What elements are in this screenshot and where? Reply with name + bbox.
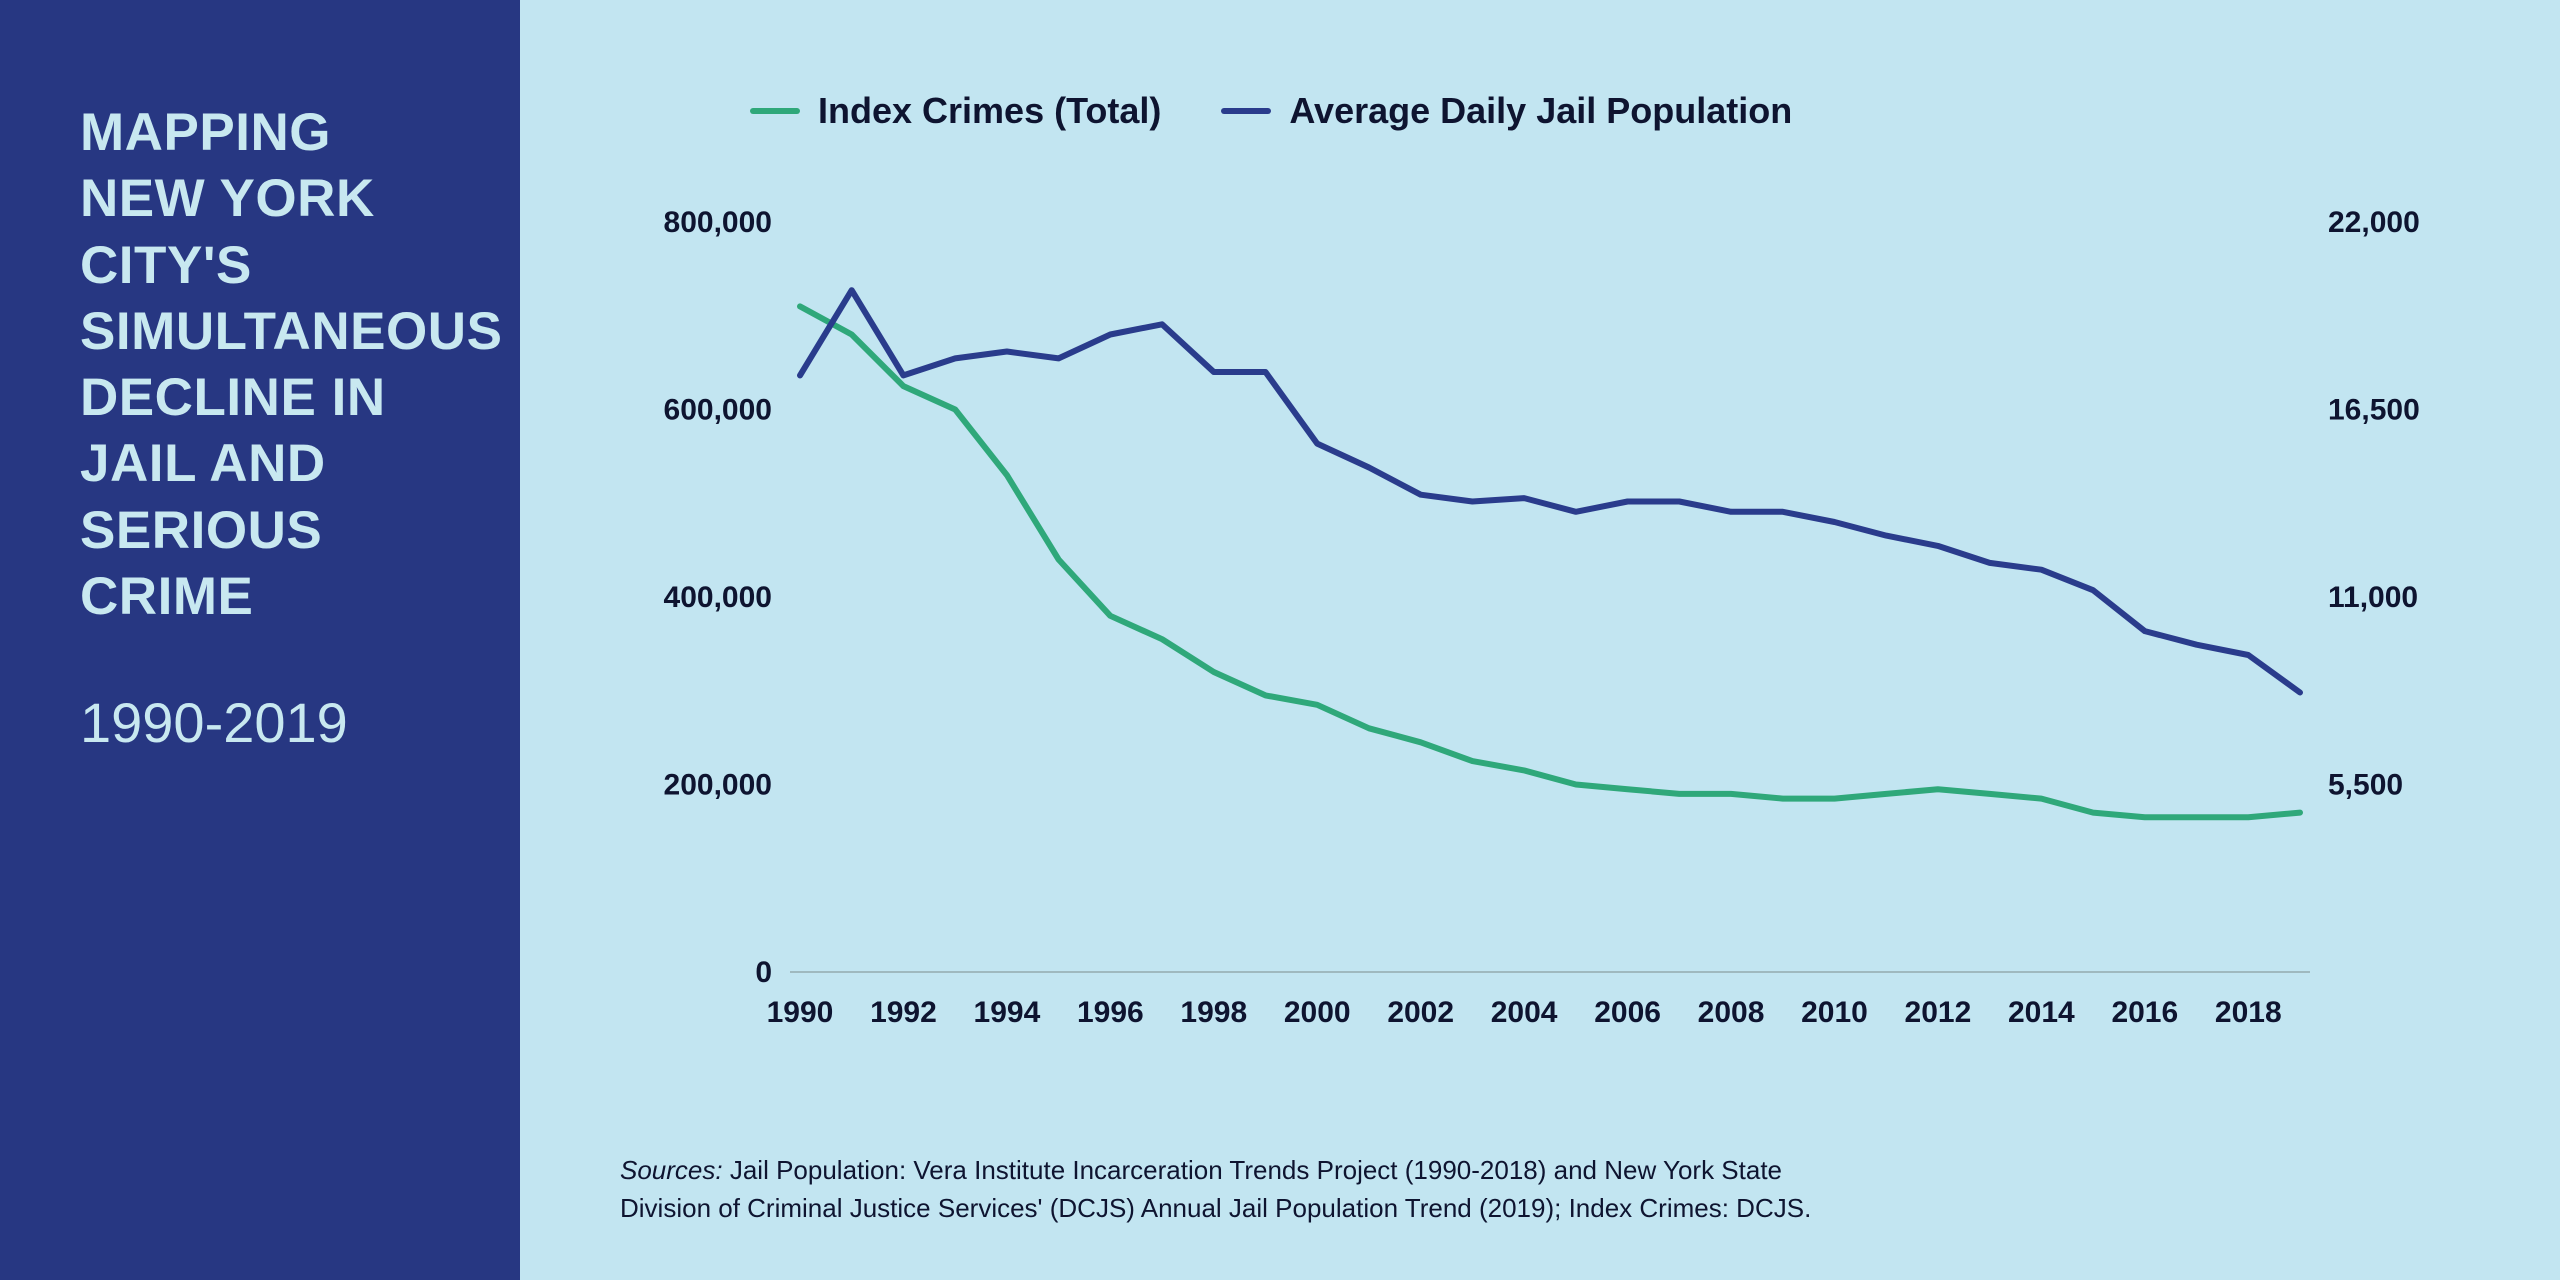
chart-year-range: 1990-2019 [80,690,460,755]
sources-line-1: Jail Population: Vera Institute Incarcer… [723,1155,1782,1185]
y-left-tick: 600,000 [664,394,772,427]
x-tick: 2016 [2111,996,2178,1029]
sidebar-panel: MAPPING NEW YORK CITY'S SIMULTANEOUS DEC… [0,0,520,1280]
chart-panel: Index Crimes (Total) Average Daily Jail … [520,0,2560,1280]
y-right-tick: 22,000 [2328,206,2420,239]
series-line [800,306,2300,817]
y-left-tick: 0 [755,956,772,989]
x-tick: 2014 [2008,996,2075,1029]
y-left-tick: 400,000 [664,581,772,614]
x-tick: 2012 [1905,996,1972,1029]
chart-title: MAPPING NEW YORK CITY'S SIMULTANEOUS DEC… [80,100,460,630]
x-tick: 1992 [870,996,937,1029]
legend-item-jail-population: Average Daily Jail Population [1221,90,1792,132]
y-left-tick: 800,000 [664,206,772,239]
legend-swatch [750,108,800,114]
x-tick: 2000 [1284,996,1351,1029]
y-right-tick: 5,500 [2328,769,2403,802]
sources-caption: Sources: Jail Population: Vera Institute… [620,1152,2420,1227]
legend-label: Average Daily Jail Population [1289,90,1792,132]
legend: Index Crimes (Total) Average Daily Jail … [750,90,2420,132]
series-line [800,290,2300,692]
legend-swatch [1221,108,1271,114]
y-right-tick: 11,000 [2328,581,2418,614]
sources-label: Sources: [620,1155,723,1185]
x-tick: 1998 [1180,996,1247,1029]
sources-line-2: Division of Criminal Justice Services' (… [620,1193,1811,1223]
line-chart: 0 200,000 400,000 600,000 800,000 5,500 11,000… [620,192,2420,1092]
x-tick: 2006 [1594,996,1661,1029]
x-tick: 1990 [767,996,834,1029]
x-tick: 2002 [1387,996,1454,1029]
x-tick: 2004 [1491,996,1558,1029]
x-tick: 1996 [1077,996,1144,1029]
y-left-tick: 200,000 [664,769,772,802]
legend-label: Index Crimes (Total) [818,90,1161,132]
x-tick: 2010 [1801,996,1868,1029]
x-tick: 2018 [2215,996,2282,1029]
x-tick: 2008 [1698,996,1765,1029]
chart-area: 0 200,000 400,000 600,000 800,000 5,500 11,000… [620,192,2420,1092]
y-right-tick: 16,500 [2328,394,2420,427]
x-tick: 1994 [974,996,1041,1029]
legend-item-index-crimes: Index Crimes (Total) [750,90,1161,132]
